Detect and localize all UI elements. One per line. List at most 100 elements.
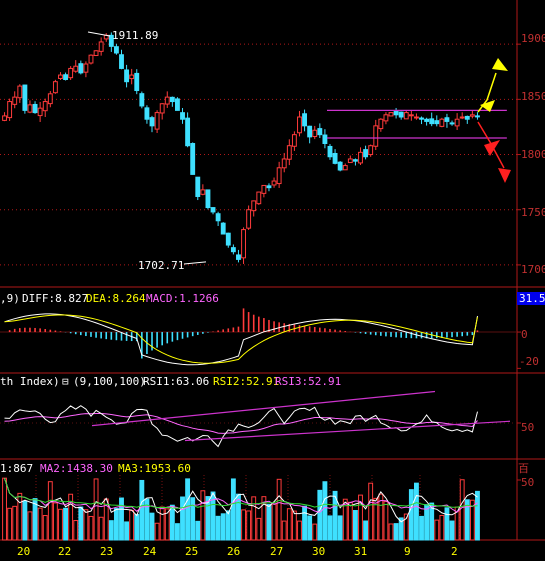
candle-body — [246, 209, 252, 229]
candle-body — [205, 189, 211, 209]
candle-body — [256, 191, 262, 205]
volume-bar — [475, 490, 480, 541]
candle-body — [449, 122, 455, 125]
arrow-down-head — [498, 168, 511, 183]
candle-body — [266, 185, 272, 189]
candle-body — [327, 145, 333, 158]
macd-header-prefix: ,9) — [0, 292, 20, 305]
low-annotation: 1702.71 — [138, 259, 185, 272]
volume-bar — [414, 482, 419, 541]
candle-body — [276, 167, 282, 185]
candle-body — [281, 158, 287, 169]
volume-bar — [88, 515, 94, 541]
rsi-header-rsi2: RSI2:52.91 — [213, 375, 280, 388]
candle-body — [58, 74, 63, 79]
rsi-lower-trendline — [184, 420, 511, 442]
candle-body — [312, 129, 318, 138]
candle-body — [337, 161, 343, 171]
volume-bar — [17, 492, 23, 541]
candle-body — [169, 96, 175, 103]
candle-body — [297, 116, 302, 134]
price-tick-1900: 1900 — [521, 32, 545, 45]
volume-bar — [169, 504, 175, 541]
x-label-23: 23 — [100, 545, 114, 558]
candle-body — [42, 101, 48, 112]
volume-bar — [358, 494, 363, 541]
candle-body — [403, 112, 409, 120]
volume-bar — [215, 515, 221, 541]
rsi-header-box[interactable]: ⊟ — [62, 375, 69, 388]
x-label-25: 25 — [185, 545, 199, 558]
x-label-31: 31 — [354, 545, 368, 558]
volume-bar — [256, 517, 262, 541]
volume-ma3-line — [4, 478, 478, 509]
volume-bar — [307, 515, 313, 541]
volume-bar — [32, 498, 38, 541]
macd-dea-line — [4, 314, 478, 364]
volume-bar — [342, 498, 348, 541]
volume-bar — [47, 481, 53, 541]
volume-bar — [149, 512, 155, 541]
candle-body — [322, 134, 328, 144]
volume-bar — [337, 515, 343, 541]
candle-body — [164, 96, 170, 105]
volume-bar — [368, 482, 374, 541]
candle-body — [185, 117, 191, 147]
volume-bar — [175, 523, 180, 541]
volume-bar — [429, 502, 435, 541]
volume-bar — [225, 510, 231, 541]
volume-bar — [134, 513, 140, 541]
volume-bar — [444, 507, 450, 541]
candle-body — [154, 112, 160, 130]
candle-body — [241, 229, 246, 259]
volume-bar — [302, 505, 307, 541]
candle-body — [388, 112, 394, 117]
macd-header-diff: DIFF:8.827 — [22, 292, 89, 305]
vol-header-ma1: 1:867 — [0, 462, 34, 475]
candle-body — [17, 85, 23, 99]
volume-bar — [124, 521, 130, 541]
rsi-upper-trendline — [91, 390, 436, 427]
candle-body — [144, 107, 150, 120]
rsi-header-rsi1: RSI1:63.06 — [143, 375, 210, 388]
candle-body — [149, 117, 155, 127]
candle-body — [439, 118, 445, 127]
rsi3-line — [4, 413, 478, 434]
candle-body — [2, 115, 7, 121]
vol-tick-50: 50 — [521, 476, 535, 489]
volume-ma2-line — [4, 478, 478, 513]
volume-bar — [129, 509, 135, 541]
candle-body — [378, 118, 384, 130]
volume-bar — [383, 501, 389, 541]
arrow-up-line — [477, 72, 497, 113]
volume-bar — [27, 511, 33, 541]
candle-body — [119, 54, 124, 69]
volume-bar — [52, 502, 58, 541]
candle-body — [398, 111, 404, 118]
volume-bar — [22, 500, 28, 541]
volume-bar — [154, 522, 160, 541]
candle-body — [444, 117, 450, 122]
volume-bar — [68, 493, 74, 541]
candle-body — [342, 165, 348, 171]
volume-bar — [180, 496, 185, 541]
candle-body — [347, 158, 353, 164]
x-label-27: 27 — [270, 545, 284, 558]
candle-body — [124, 69, 130, 83]
volume-bar — [63, 507, 68, 541]
candle-body — [475, 115, 480, 118]
volume-bar — [469, 499, 475, 541]
volume-bar — [220, 513, 226, 541]
volume-bar — [449, 520, 455, 541]
price-tick-1800: 1800 — [521, 148, 545, 161]
candle-body — [464, 115, 470, 120]
volume-bar — [312, 523, 318, 541]
candle-body — [332, 152, 338, 164]
x-label-30: 30 — [312, 545, 326, 558]
candle-body — [251, 200, 257, 212]
volume-bar — [241, 509, 246, 541]
candle-body — [469, 114, 475, 117]
volume-bar — [352, 510, 358, 541]
arrow-down-small-head — [484, 140, 500, 156]
